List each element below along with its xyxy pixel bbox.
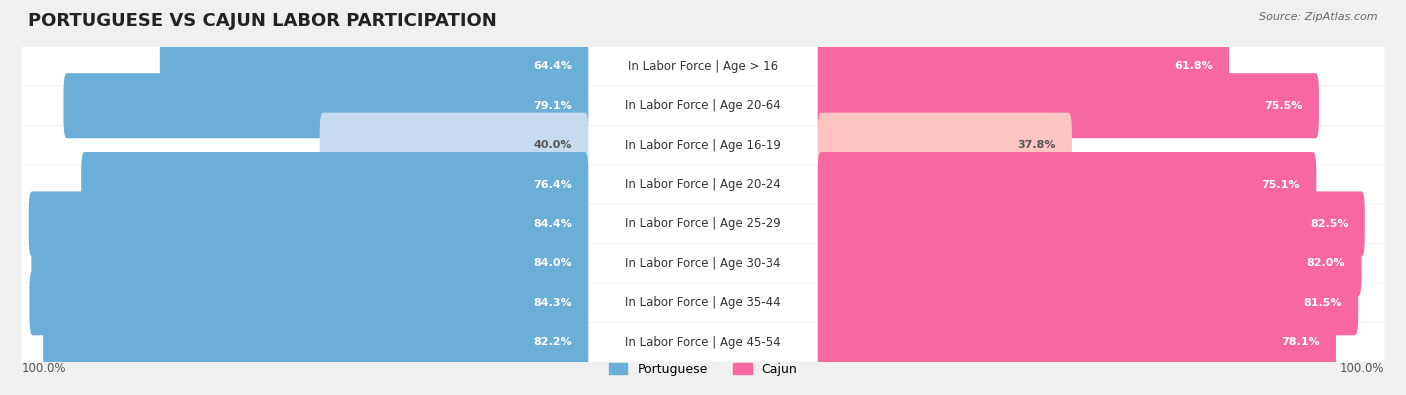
Text: In Labor Force | Age 35-44: In Labor Force | Age 35-44 [626, 296, 780, 309]
FancyBboxPatch shape [818, 113, 1071, 178]
FancyBboxPatch shape [30, 270, 588, 335]
Text: 61.8%: 61.8% [1174, 61, 1213, 71]
FancyBboxPatch shape [818, 231, 1361, 296]
FancyBboxPatch shape [818, 310, 1336, 375]
FancyBboxPatch shape [160, 34, 588, 99]
Text: 84.0%: 84.0% [533, 258, 572, 268]
FancyBboxPatch shape [82, 152, 588, 217]
FancyBboxPatch shape [319, 113, 588, 178]
Text: 82.2%: 82.2% [533, 337, 572, 347]
Text: 100.0%: 100.0% [1340, 362, 1385, 375]
Text: 76.4%: 76.4% [533, 180, 572, 190]
Text: In Labor Force | Age 16-19: In Labor Force | Age 16-19 [626, 139, 780, 152]
FancyBboxPatch shape [21, 87, 1385, 125]
Text: 40.0%: 40.0% [533, 140, 572, 150]
Text: 81.5%: 81.5% [1303, 298, 1341, 308]
FancyBboxPatch shape [818, 192, 1365, 256]
FancyBboxPatch shape [21, 165, 1385, 204]
Text: 75.5%: 75.5% [1264, 101, 1302, 111]
FancyBboxPatch shape [818, 270, 1358, 335]
Text: Source: ZipAtlas.com: Source: ZipAtlas.com [1260, 12, 1378, 22]
FancyBboxPatch shape [21, 205, 1385, 243]
FancyBboxPatch shape [818, 152, 1316, 217]
Text: In Labor Force | Age 20-64: In Labor Force | Age 20-64 [626, 99, 780, 112]
Text: In Labor Force | Age > 16: In Labor Force | Age > 16 [628, 60, 778, 73]
Text: 100.0%: 100.0% [21, 362, 66, 375]
FancyBboxPatch shape [63, 73, 588, 138]
FancyBboxPatch shape [28, 192, 588, 256]
Text: In Labor Force | Age 20-24: In Labor Force | Age 20-24 [626, 178, 780, 191]
Legend: Portuguese, Cajun: Portuguese, Cajun [603, 358, 803, 381]
FancyBboxPatch shape [31, 231, 588, 296]
FancyBboxPatch shape [21, 323, 1385, 361]
Text: 79.1%: 79.1% [533, 101, 572, 111]
Text: 37.8%: 37.8% [1017, 140, 1056, 150]
Text: 75.1%: 75.1% [1261, 180, 1301, 190]
FancyBboxPatch shape [21, 126, 1385, 164]
Text: 64.4%: 64.4% [533, 61, 572, 71]
FancyBboxPatch shape [21, 284, 1385, 322]
Text: In Labor Force | Age 25-29: In Labor Force | Age 25-29 [626, 218, 780, 230]
Text: In Labor Force | Age 30-34: In Labor Force | Age 30-34 [626, 257, 780, 270]
Text: PORTUGUESE VS CAJUN LABOR PARTICIPATION: PORTUGUESE VS CAJUN LABOR PARTICIPATION [28, 12, 496, 30]
Text: 82.5%: 82.5% [1310, 219, 1348, 229]
Text: In Labor Force | Age 45-54: In Labor Force | Age 45-54 [626, 336, 780, 349]
Text: 78.1%: 78.1% [1281, 337, 1320, 347]
FancyBboxPatch shape [818, 73, 1319, 138]
FancyBboxPatch shape [21, 47, 1385, 86]
Text: 82.0%: 82.0% [1306, 258, 1346, 268]
Text: 84.3%: 84.3% [533, 298, 572, 308]
FancyBboxPatch shape [21, 244, 1385, 283]
FancyBboxPatch shape [818, 34, 1229, 99]
FancyBboxPatch shape [44, 310, 588, 375]
Text: 84.4%: 84.4% [533, 219, 572, 229]
